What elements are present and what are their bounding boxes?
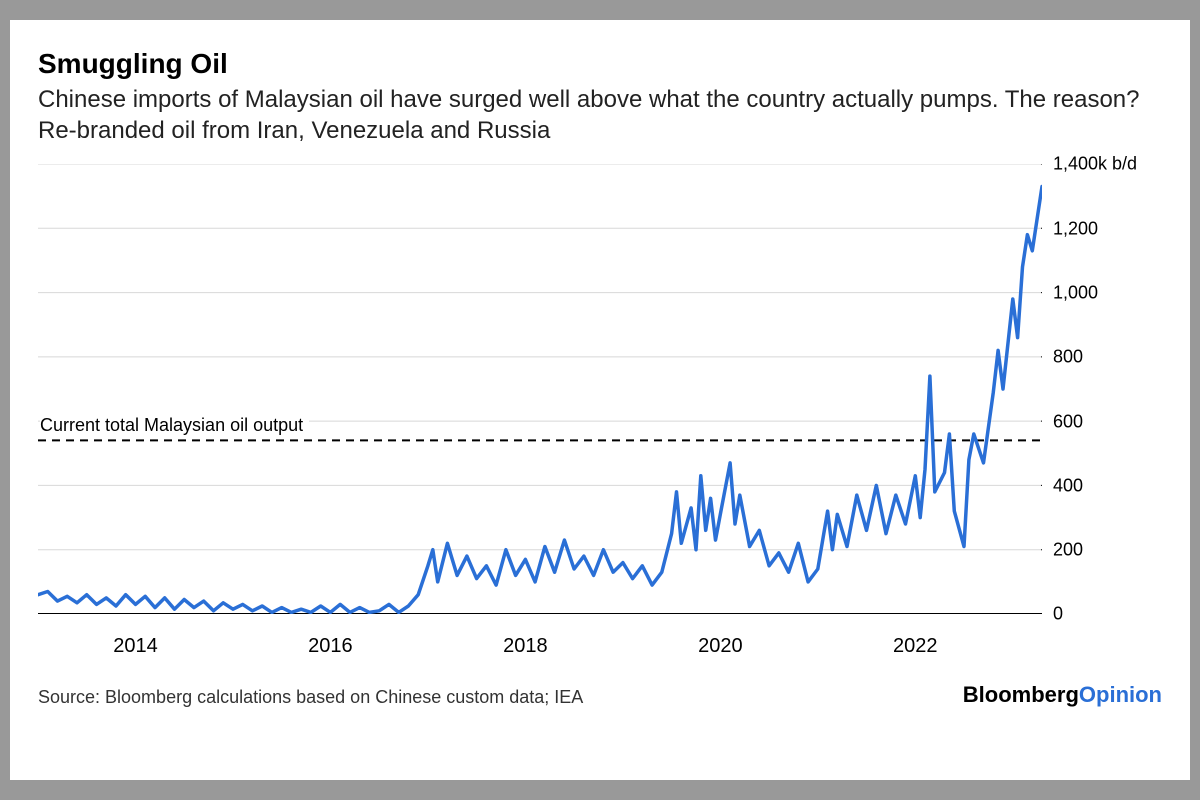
- line-chart-svg: [38, 164, 1042, 614]
- x-tick-label: 2018: [503, 635, 548, 658]
- reference-line-label: Current total Malaysian oil output: [40, 415, 309, 436]
- brand-part-1: Bloomberg: [963, 682, 1079, 707]
- x-tick-label: 2014: [113, 635, 158, 658]
- y-tick-label: 1,400k b/d: [1053, 154, 1137, 175]
- y-tick-label: 400: [1053, 475, 1083, 496]
- x-axis-labels: 2014 2016 2018 2020 2022: [38, 619, 1042, 664]
- chart-area: Current total Malaysian oil output 0 200 4…: [38, 164, 1162, 664]
- chart-footer: Source: Bloomberg calculations based on …: [38, 682, 1162, 708]
- x-tick-label: 2022: [893, 635, 938, 658]
- y-tick-label: 600: [1053, 411, 1083, 432]
- brand-part-2: Opinion: [1079, 682, 1162, 707]
- y-tick-label: 1,200: [1053, 218, 1098, 239]
- chart-subtitle: Chinese imports of Malaysian oil have su…: [38, 84, 1162, 146]
- y-tick-label: 800: [1053, 347, 1083, 368]
- y-tick-label: 0: [1053, 604, 1063, 625]
- plot-area: Current total Malaysian oil output: [38, 164, 1042, 614]
- source-text: Source: Bloomberg calculations based on …: [38, 687, 583, 708]
- x-tick-label: 2016: [308, 635, 353, 658]
- y-tick-label: 200: [1053, 540, 1083, 561]
- x-tick-label: 2020: [698, 635, 743, 658]
- y-tick-label: 1,000: [1053, 282, 1098, 303]
- chart-card: Smuggling Oil Chinese imports of Malaysi…: [10, 20, 1190, 780]
- chart-title: Smuggling Oil: [38, 48, 1162, 80]
- brand-label: BloombergOpinion: [963, 682, 1162, 708]
- y-axis-labels: 02004006008001,0001,2001,400k b/d: [1047, 164, 1162, 614]
